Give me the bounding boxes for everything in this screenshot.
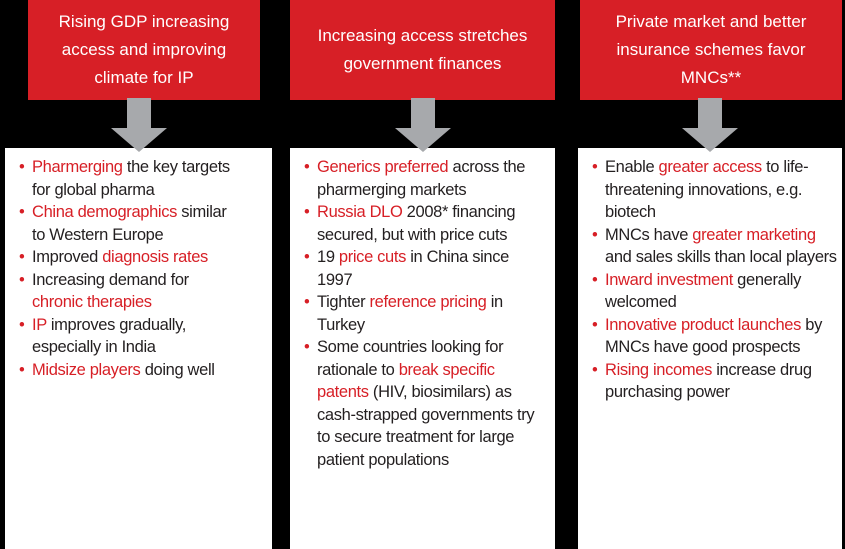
- bullet-text: Tighter: [317, 293, 370, 311]
- bullet: Some countries looking for rationale to …: [304, 336, 544, 471]
- bullet-text: by MNCs have good prospects: [605, 315, 822, 357]
- arrow-shape: [682, 98, 738, 152]
- bullet: Russia DLO 2008* financing secured, but …: [304, 201, 544, 246]
- bullet-text: Enable: [605, 158, 659, 176]
- column-box: Pharmerging the key targets for global p…: [5, 148, 272, 549]
- bullet-text: Midsize players: [32, 360, 141, 379]
- bullet: Generics preferred across the pharmergin…: [304, 156, 544, 201]
- bullet-text: Generics preferred: [317, 158, 449, 176]
- bullet-text: IP: [32, 315, 47, 334]
- bullet: MNCs have greater marketing and sales sk…: [592, 224, 838, 269]
- bullet: Rising incomes increase drug purchasing …: [592, 359, 838, 404]
- bullet-list: Generics preferred across the pharmergin…: [304, 156, 544, 471]
- column-box: Enable greater access to life-threatenin…: [578, 148, 842, 549]
- bullet-text: Innovative product launches: [605, 315, 802, 334]
- bullet-list: Pharmerging the key targets for global p…: [19, 156, 241, 381]
- arrow: [110, 98, 167, 152]
- bullet-text: 19: [317, 248, 339, 266]
- bullet-text: in China since 1997: [317, 248, 509, 289]
- bullet-text: greater marketing: [692, 225, 816, 244]
- arrow-shape: [110, 98, 167, 152]
- column-header: Rising GDP increasing access and improvi…: [28, 0, 260, 100]
- bullet-text: similar to Western Europe: [32, 203, 227, 244]
- bullet: Pharmerging the key targets for global p…: [19, 156, 241, 201]
- bullet-text: Improved: [32, 248, 103, 266]
- column-header: Increasing access stretches government f…: [290, 0, 555, 100]
- bullet-text: Increasing demand for: [32, 270, 189, 289]
- arrow: [682, 98, 738, 152]
- bullet-text: Some countries looking for rationale to: [317, 338, 504, 379]
- bullet-text: increase drug purchasing power: [605, 360, 812, 402]
- arrow-shape: [394, 98, 451, 152]
- bullet: Enable greater access to life-threatenin…: [592, 156, 838, 224]
- bullet-text: improves gradually, especially in India: [32, 315, 187, 357]
- bullet: IP improves gradually, especially in Ind…: [19, 314, 241, 359]
- bullet-text: chronic therapies: [32, 293, 152, 311]
- bullet-text: 2008* financing secured, but with price …: [317, 203, 516, 244]
- bullet-text: greater access: [658, 158, 763, 176]
- bullet-text: China demographics: [32, 203, 178, 221]
- bullet-text: and sales skills than local players: [605, 248, 837, 266]
- arrow: [394, 98, 451, 152]
- bullet-text: the key targets for global pharma: [32, 158, 230, 199]
- bullet-text: Pharmerging: [32, 158, 123, 176]
- bullet-list: Enable greater access to life-threatenin…: [592, 156, 838, 404]
- bullet: Innovative product launches by MNCs have…: [592, 314, 838, 359]
- bullet-text: to life-threatening innovations, e.g. bi…: [605, 158, 809, 221]
- bullet-text: across the pharmerging markets: [317, 158, 526, 199]
- bullet-text: Russia DLO: [317, 203, 403, 221]
- bullet: China demographics similar to Western Eu…: [19, 201, 241, 246]
- bullet: Tighter reference pricing in Turkey: [304, 291, 544, 336]
- column-header: Private market and better insurance sche…: [580, 0, 842, 100]
- bullet-text: price cuts: [338, 248, 406, 266]
- bullet-text: doing well: [140, 360, 215, 379]
- column-box: Generics preferred across the pharmergin…: [290, 148, 555, 549]
- bullet: Increasing demand for chronic therapies: [19, 269, 241, 314]
- bullet-text: Rising incomes: [605, 360, 712, 379]
- bullet: Midsize players doing well: [19, 359, 241, 382]
- bullet-text: Inward investment: [605, 270, 733, 289]
- bullet-text: (HIV, biosimilars) as cash-strapped gove…: [317, 383, 535, 469]
- bullet-text: break specific patents: [317, 360, 495, 402]
- bullet-text: MNCs have: [605, 225, 693, 244]
- bullet: Improved diagnosis rates: [19, 246, 241, 269]
- bullet-text: diagnosis rates: [102, 248, 208, 266]
- bullet-text: generally welcomed: [605, 270, 801, 312]
- bullet: 19 price cuts in China since 1997: [304, 246, 544, 291]
- bullet: Inward investment generally welcomed: [592, 269, 838, 314]
- bullet-text: in Turkey: [317, 293, 503, 334]
- bullet-text: reference pricing: [369, 293, 487, 311]
